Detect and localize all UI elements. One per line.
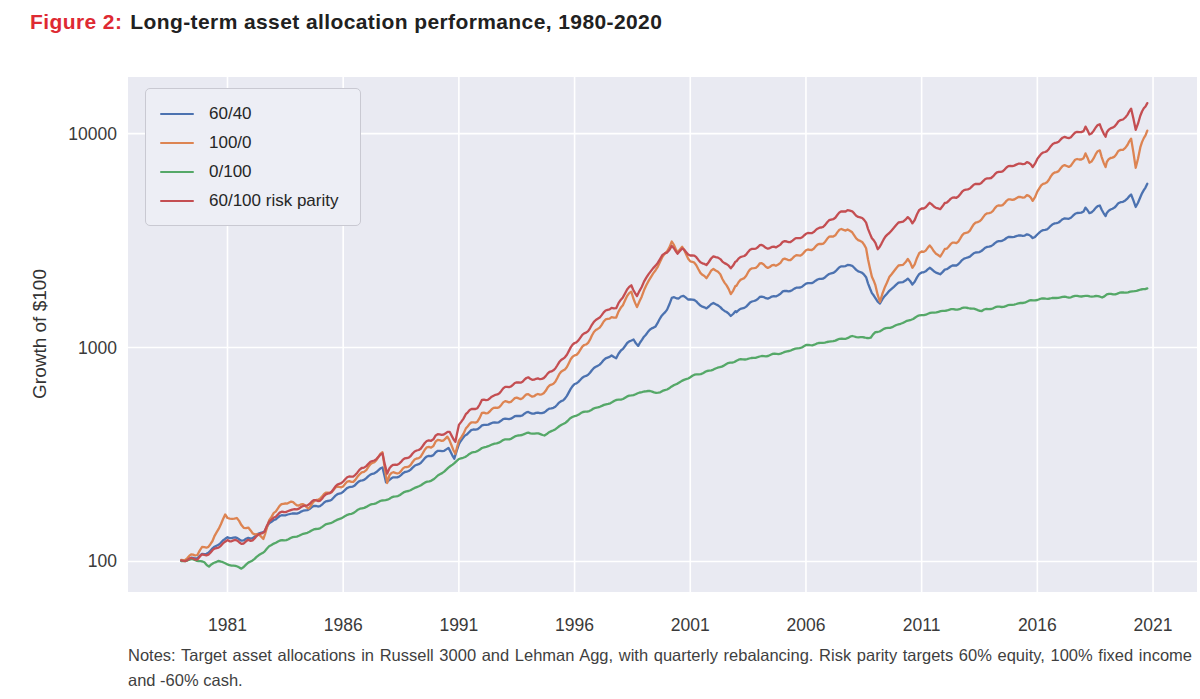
- x-tick-label: 1996: [555, 615, 594, 635]
- y-tick-label: 10000: [68, 124, 117, 144]
- x-tick-label: 1991: [439, 615, 478, 635]
- legend-label: 60/100 risk parity: [209, 191, 338, 211]
- legend-item-60-40: 60/40: [160, 99, 338, 128]
- legend-label: 0/100: [209, 162, 252, 182]
- x-tick-label: 1986: [324, 615, 363, 635]
- x-tick-label: 2001: [671, 615, 710, 635]
- legend-label: 100/0: [209, 133, 252, 153]
- legend-item-60-100-risk-parity: 60/100 risk parity: [160, 186, 338, 215]
- y-tick-label: 100: [88, 551, 117, 571]
- y-tick-label: 1000: [78, 338, 117, 358]
- legend-line-swatch: [160, 171, 194, 173]
- legend-label: 60/40: [209, 104, 252, 124]
- legend-item-0-100: 0/100: [160, 157, 338, 186]
- x-tick-label: 2006: [786, 615, 825, 635]
- x-tick-label: 1981: [208, 615, 247, 635]
- legend-item-100-0: 100/0: [160, 128, 338, 157]
- x-tick-label: 2021: [1134, 615, 1173, 635]
- legend-box: 60/40 100/0 0/100 60/100 risk parity: [145, 88, 361, 226]
- y-axis-label: Growth of $100: [29, 269, 51, 399]
- legend-line-swatch: [160, 113, 194, 115]
- legend-line-swatch: [160, 200, 194, 202]
- x-tick-label: 2011: [903, 615, 941, 635]
- x-tick-label: 2016: [1018, 615, 1057, 635]
- legend-line-swatch: [160, 142, 194, 144]
- notes-text: Notes: Target asset allocations in Russe…: [128, 643, 1192, 693]
- figure-page: Figure 2:Long-term asset allocation perf…: [0, 0, 1200, 699]
